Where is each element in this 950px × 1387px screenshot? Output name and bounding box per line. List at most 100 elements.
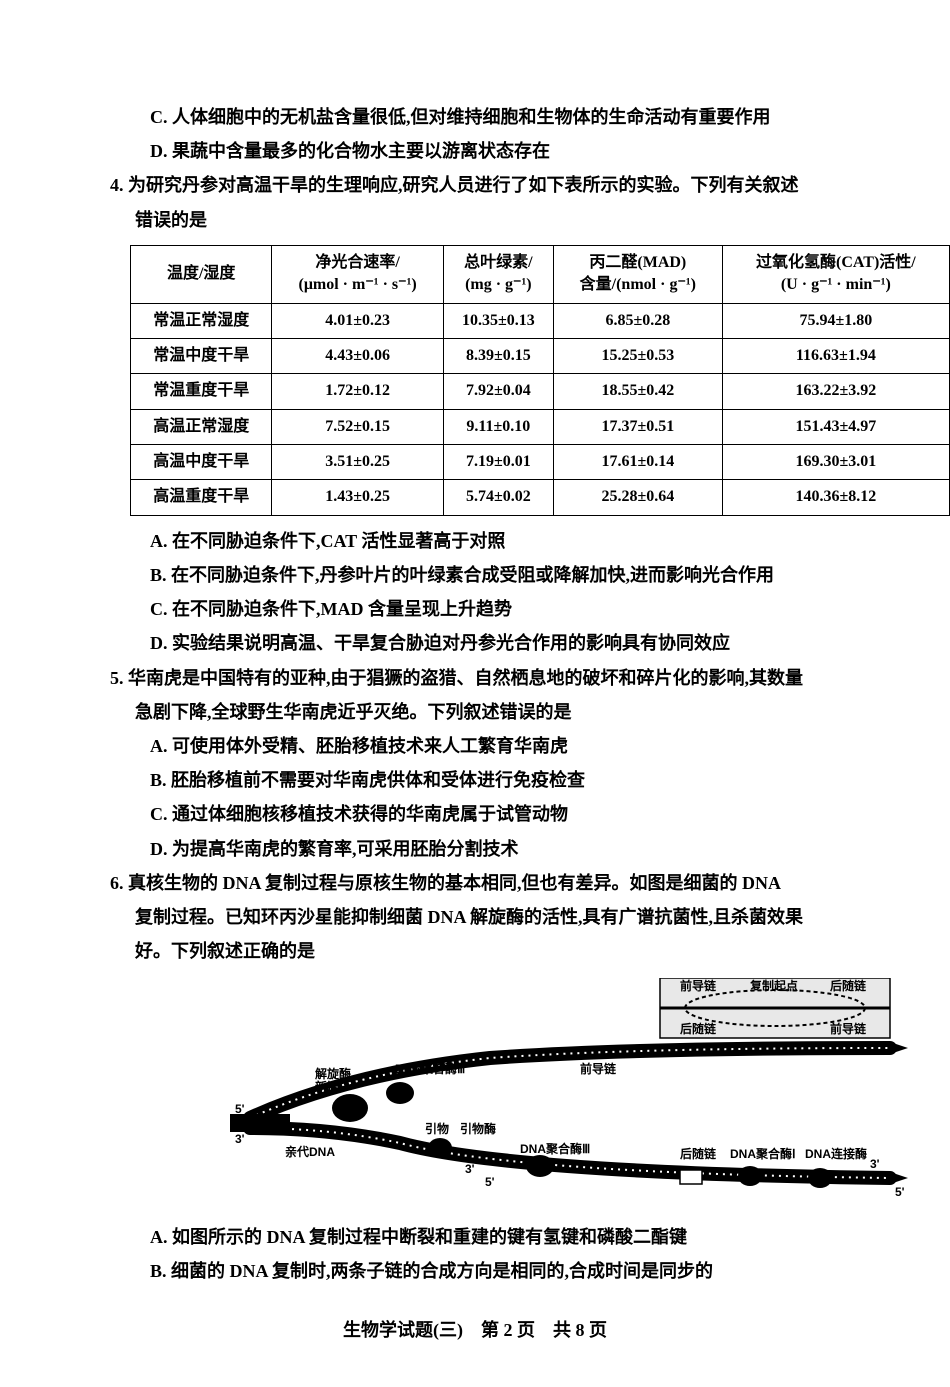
- label-pol1: DNA聚合酶Ⅰ: [730, 1146, 796, 1161]
- label-parent: 亲代DNA: [285, 1144, 335, 1159]
- cell: 116.63±1.94: [722, 338, 949, 373]
- label-3p-b: 3': [465, 1162, 475, 1176]
- q5-stem-2: 急剧下降,全球野生华南虎近乎灭绝。下列叙述错误的是: [80, 695, 870, 729]
- th-text: 净光合速率/: [315, 254, 399, 271]
- cell: 常温中度干旱: [131, 338, 272, 373]
- table-row: 高温中度干旱 3.51±0.25 7.19±0.01 17.61±0.14 16…: [131, 445, 950, 480]
- th-chlorophyll: 总叶绿素/ (mg · g⁻¹): [443, 245, 553, 303]
- label-leading: 前导链: [580, 1061, 617, 1076]
- q4-table: 温度/湿度 净光合速率/ (μmol · m⁻¹ · s⁻¹) 总叶绿素/ (m…: [130, 245, 950, 516]
- cell: 163.22±3.92: [722, 374, 949, 409]
- cell: 4.43±0.06: [272, 338, 443, 373]
- inset-label-lag2: 后随链: [830, 978, 867, 993]
- q4-stem-1: 4. 为研究丹参对高温干旱的生理响应,研究人员进行了如下表所示的实验。下列有关叙…: [80, 168, 870, 202]
- cell: 5.74±0.02: [443, 480, 553, 515]
- prev-option-c: C. 人体细胞中的无机盐含量很低,但对维持细胞和生物体的生命活动有重要作用: [80, 100, 870, 134]
- th-text: 总叶绿素/: [464, 254, 532, 271]
- pol3-blob-a: [386, 1082, 414, 1104]
- table-row: 高温正常湿度 7.52±0.15 9.11±0.10 17.37±0.51 15…: [131, 409, 950, 444]
- primase-blob: [428, 1138, 452, 1158]
- label-ligase: DNA连接酶: [805, 1146, 867, 1161]
- exam-page: C. 人体细胞中的无机盐含量很低,但对维持细胞和生物体的生命活动有重要作用 D.…: [0, 0, 950, 1387]
- cell: 15.25±0.53: [553, 338, 722, 373]
- inset-label-lead: 前导链: [680, 978, 717, 993]
- label-3p-a: 3': [235, 1132, 245, 1146]
- label-3p-c: 3': [870, 1157, 880, 1171]
- cell: 140.36±8.12: [722, 480, 949, 515]
- cell: 6.85±0.28: [553, 303, 722, 338]
- q5-option-a: A. 可使用体外受精、胚胎移植技术来人工繁育华南虎: [80, 729, 870, 763]
- cell: 7.52±0.15: [272, 409, 443, 444]
- dna-replication-svg: 前导链 复制起点 后随链 后随链 前导链: [230, 978, 930, 1198]
- q6-option-a: A. 如图所示的 DNA 复制过程中断裂和重建的键有氢键和磷酸二酯键: [80, 1220, 870, 1254]
- q6-stem-3: 好。下列叙述正确的是: [80, 934, 870, 968]
- cell: 75.94±1.80: [722, 303, 949, 338]
- cell: 10.35±0.13: [443, 303, 553, 338]
- cell: 25.28±0.64: [553, 480, 722, 515]
- cell: 7.19±0.01: [443, 445, 553, 480]
- cell: 18.55±0.42: [553, 374, 722, 409]
- inset-label-origin: 复制起点: [749, 978, 798, 993]
- arrow-upper: [890, 1042, 908, 1054]
- th-unit: (mg · g⁻¹): [465, 276, 532, 293]
- label-5p-b: 5': [485, 1175, 495, 1189]
- label-5p-c: 5': [895, 1185, 905, 1198]
- cell: 常温正常湿度: [131, 303, 272, 338]
- label-primase: 引物酶: [460, 1121, 496, 1136]
- cell: 7.92±0.04: [443, 374, 553, 409]
- label-5p-a: 5': [235, 1102, 245, 1116]
- th-unit: (U · g⁻¹ · min⁻¹): [781, 276, 891, 293]
- th-cat: 过氧化氢酶(CAT)活性/ (U · g⁻¹ · min⁻¹): [722, 245, 949, 303]
- cell: 1.72±0.12: [272, 374, 443, 409]
- q5-option-d: D. 为提高华南虎的繁育率,可采用胚胎分割技术: [80, 832, 870, 866]
- label-pol3b: DNA聚合酶Ⅲ: [520, 1141, 590, 1156]
- cell: 17.37±0.51: [553, 409, 722, 444]
- q6-option-b: B. 细菌的 DNA 复制时,两条子链的合成方向是相同的,合成时间是同步的: [80, 1254, 870, 1288]
- th-photosynthesis: 净光合速率/ (μmol · m⁻¹ · s⁻¹): [272, 245, 443, 303]
- label-helicase: 解旋酶: [315, 1066, 351, 1081]
- cell: 169.30±3.01: [722, 445, 949, 480]
- th-mad: 丙二醛(MAD) 含量/(nmol · g⁻¹): [553, 245, 722, 303]
- okazaki-box: [680, 1170, 702, 1184]
- th-text: 过氧化氢酶(CAT)活性/: [756, 254, 916, 271]
- cell: 4.01±0.23: [272, 303, 443, 338]
- table-row: 高温重度干旱 1.43±0.25 5.74±0.02 25.28±0.64 14…: [131, 480, 950, 515]
- table-row: 常温重度干旱 1.72±0.12 7.92±0.04 18.55±0.42 16…: [131, 374, 950, 409]
- cell: 常温重度干旱: [131, 374, 272, 409]
- label-lagging: 后随链: [680, 1146, 717, 1161]
- cell: 3.51±0.25: [272, 445, 443, 480]
- th-unit: (μmol · m⁻¹ · s⁻¹): [299, 276, 417, 293]
- q6-stem-1: 6. 真核生物的 DNA 复制过程与原核生物的基本相同,但也有差异。如图是细菌的…: [80, 866, 870, 900]
- th-condition: 温度/湿度: [131, 245, 272, 303]
- cell: 高温中度干旱: [131, 445, 272, 480]
- q6-stem-2: 复制过程。已知环丙沙星能抑制细菌 DNA 解旋酶的活性,具有广谱抗菌性,且杀菌效…: [80, 900, 870, 934]
- cell: 17.61±0.14: [553, 445, 722, 480]
- q5-option-b: B. 胚胎移植前不需要对华南虎供体和受体进行免疫检查: [80, 763, 870, 797]
- cell: 151.43±4.97: [722, 409, 949, 444]
- helicase-blob: [332, 1094, 368, 1122]
- pol1-blob: [738, 1166, 762, 1186]
- th-text: 丙二醛(MAD): [589, 254, 686, 271]
- page-footer: 生物学试题(三) 第 2 页 共 8 页: [80, 1313, 870, 1347]
- cell: 1.43±0.25: [272, 480, 443, 515]
- q4-stem-2: 错误的是: [80, 203, 870, 237]
- cell: 高温正常湿度: [131, 409, 272, 444]
- table-header-row: 温度/湿度 净光合速率/ (μmol · m⁻¹ · s⁻¹) 总叶绿素/ (m…: [131, 245, 950, 303]
- cell: 8.39±0.15: [443, 338, 553, 373]
- ligase-blob: [808, 1168, 832, 1188]
- label-pol3a: DNA聚合酶Ⅲ: [395, 1061, 465, 1076]
- q4-option-d: D. 实验结果说明高温、干旱复合胁迫对丹参光合作用的影响具有协同效应: [80, 626, 870, 660]
- q4-option-c: C. 在不同胁迫条件下,MAD 含量呈现上升趋势: [80, 592, 870, 626]
- prev-option-d: D. 果蔬中含量最多的化合物水主要以游离状态存在: [80, 134, 870, 168]
- cell: 高温重度干旱: [131, 480, 272, 515]
- table-row: 常温中度干旱 4.43±0.06 8.39±0.15 15.25±0.53 11…: [131, 338, 950, 373]
- inset-label-lead2: 前导链: [830, 1021, 867, 1036]
- cell: 9.11±0.10: [443, 409, 553, 444]
- pol3-blob-b: [526, 1155, 554, 1177]
- label-primer: 引物: [425, 1121, 449, 1136]
- q5-stem-1: 5. 华南虎是中国特有的亚种,由于猖獗的盗猎、自然栖息地的破坏和碎片化的影响,其…: [80, 661, 870, 695]
- inset-label-lag: 后随链: [680, 1021, 717, 1036]
- q4-option-a: A. 在不同胁迫条件下,CAT 活性显著高于对照: [80, 524, 870, 558]
- q5-option-c: C. 通过体细胞核移植技术获得的华南虎属于试管动物: [80, 797, 870, 831]
- arrow-lower: [890, 1172, 908, 1184]
